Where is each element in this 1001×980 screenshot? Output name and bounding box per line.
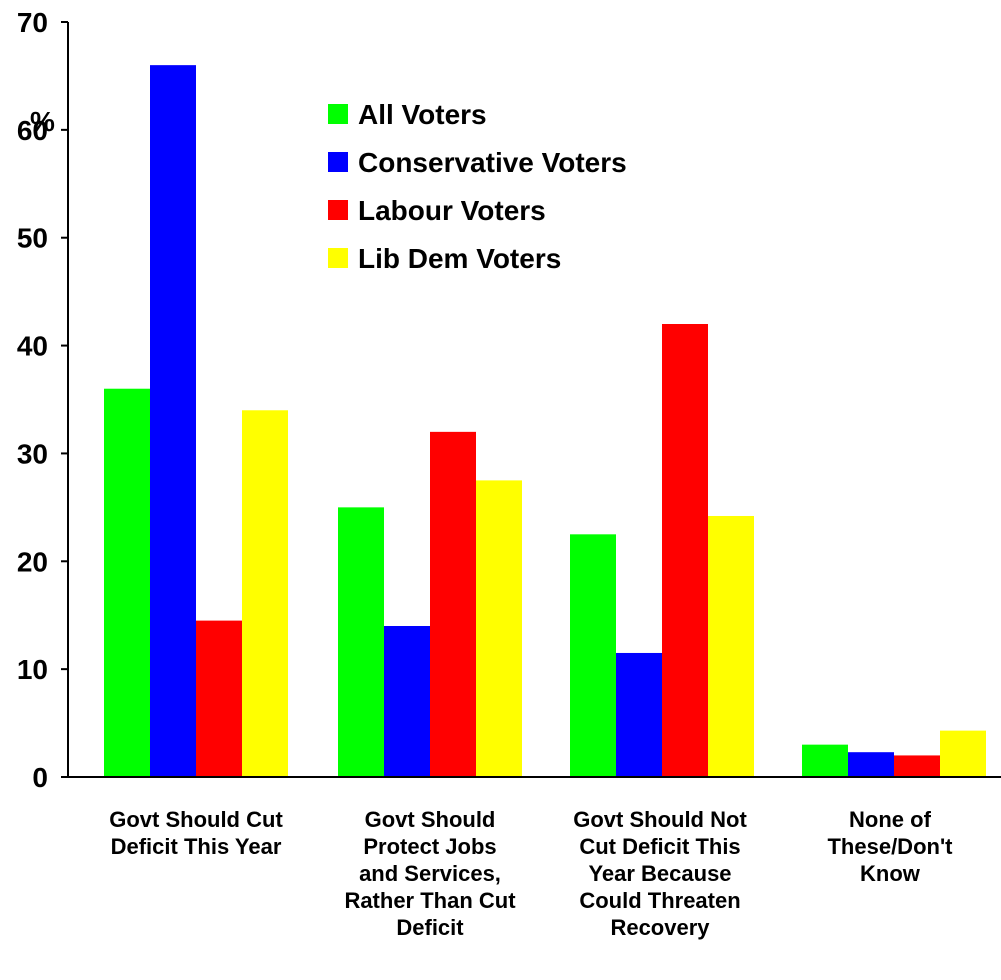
x-category-label: Govt Should Not Cut Deficit This Year Beca…	[544, 806, 776, 941]
legend-swatch	[328, 200, 348, 220]
legend-swatch	[328, 104, 348, 124]
y-tick-layer: 0 10 20 30 40 50 60 70	[17, 7, 68, 793]
legend-swatch	[328, 248, 348, 268]
bar	[940, 730, 986, 777]
bar	[242, 410, 288, 777]
x-category-label-line: Protect Jobs	[363, 834, 497, 859]
legend-swatch	[328, 152, 348, 172]
x-category-label: Govt Should Protect Jobs and Services, Rath…	[314, 806, 546, 941]
x-category-label-line: Govt Should	[364, 807, 496, 832]
bars-layer	[104, 65, 986, 777]
bar	[662, 324, 708, 777]
bar	[570, 534, 616, 777]
x-category-label-line: These/Don't	[827, 834, 953, 859]
x-category-label: Govt Should Cut Deficit This Year	[80, 806, 312, 860]
bar	[476, 480, 522, 777]
legend-label: All Voters	[358, 99, 487, 130]
y-tick-label: 60	[17, 115, 48, 146]
bar	[848, 752, 894, 777]
legend-label: Labour Voters	[358, 195, 546, 226]
x-category-label-line: Cut Deficit This	[579, 834, 741, 859]
bar	[196, 620, 242, 777]
legend-label: Lib Dem Voters	[358, 243, 561, 274]
x-category-label-line: None of	[849, 807, 931, 832]
y-tick-label: 50	[17, 223, 48, 254]
bar	[616, 652, 662, 777]
bar	[150, 65, 196, 777]
bar	[894, 755, 940, 777]
x-category-label-line: Rather Than Cut	[344, 888, 516, 913]
x-category-label: None of These/Don't Know	[774, 806, 1001, 887]
legend: All Voters Conservative Voters Labour Vote…	[328, 99, 627, 274]
x-category-label-line: and Services,	[359, 861, 501, 886]
y-tick-label: 20	[17, 546, 48, 577]
bar	[708, 515, 754, 777]
y-tick-label: 30	[17, 438, 48, 469]
y-tick-label: 10	[17, 654, 48, 685]
bar	[104, 388, 150, 777]
x-category-label-line: Deficit	[396, 915, 464, 940]
y-tick-label: 40	[17, 331, 48, 362]
x-category-label-line: Govt Should Cut	[109, 807, 283, 832]
y-axis-unit-label: %	[30, 106, 55, 137]
y-tick-label: 70	[17, 7, 48, 38]
bar	[430, 431, 476, 777]
x-category-label-line: Could Threaten	[579, 888, 741, 913]
x-category-label-line: Year Because	[588, 861, 732, 886]
bar	[384, 626, 430, 777]
x-category-label-line: Deficit This Year	[110, 834, 282, 859]
legend-label: Conservative Voters	[358, 147, 627, 178]
x-category-label-line: Govt Should Not	[573, 807, 747, 832]
x-category-label-line: Recovery	[610, 915, 710, 940]
bar	[802, 744, 848, 777]
x-category-label-line: Know	[860, 861, 920, 886]
axis-layer	[67, 22, 1001, 778]
y-tick-label: 0	[32, 762, 48, 793]
bar	[338, 507, 384, 777]
